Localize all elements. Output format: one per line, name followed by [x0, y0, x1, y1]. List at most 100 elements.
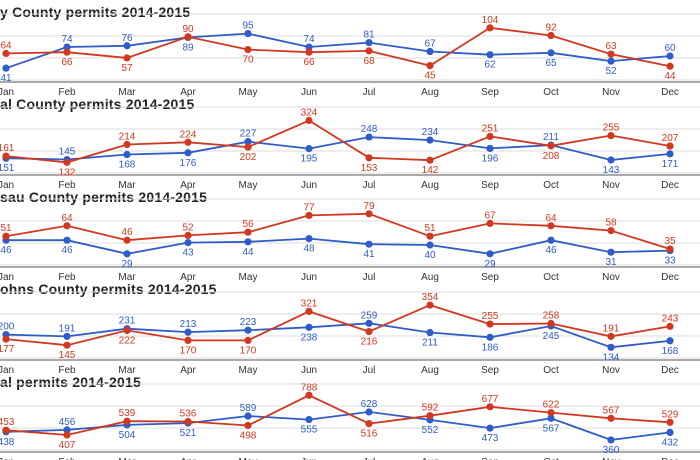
series-line [6, 237, 671, 255]
data-point [123, 150, 131, 159]
data-label: 255 [482, 311, 499, 322]
data-label: 64 [0, 40, 12, 51]
data-point [365, 240, 373, 248]
data-label: 143 [603, 165, 620, 176]
data-label: 46 [545, 245, 557, 256]
data-point [426, 156, 434, 164]
data-label: 407 [59, 440, 76, 451]
data-label: 95 [242, 21, 254, 32]
data-point [184, 33, 192, 41]
data-point [123, 236, 131, 244]
x-tick-label: Oct [543, 87, 559, 98]
data-point [2, 49, 10, 58]
x-tick-label: Feb [58, 457, 76, 460]
x-tick-label: Feb [58, 272, 76, 283]
data-label: 170 [240, 345, 257, 356]
data-label: 555 [301, 425, 318, 436]
x-tick-label: Sep [481, 180, 499, 191]
data-point [666, 337, 674, 345]
data-label: 177 [0, 344, 15, 355]
x-tick-label: Aug [421, 87, 439, 98]
data-label: 56 [242, 219, 254, 230]
data-label: 48 [303, 244, 315, 255]
data-label: 81 [363, 30, 375, 41]
data-label: 66 [61, 57, 73, 68]
data-label: 68 [363, 56, 375, 67]
data-label: 79 [363, 201, 375, 212]
x-tick-label: May [239, 365, 258, 376]
data-point [123, 326, 131, 335]
x-tick-label: Dec [661, 180, 679, 191]
data-label: 153 [361, 163, 378, 174]
data-label: 504 [119, 430, 136, 441]
data-label: 52 [605, 66, 617, 77]
data-label: 321 [301, 298, 318, 309]
data-label: 76 [121, 33, 133, 44]
x-tick-label: Jan [0, 365, 14, 376]
data-point [666, 418, 674, 426]
data-point [2, 426, 10, 434]
data-point [607, 131, 615, 140]
chart-title: sau County permits 2014-2015 [0, 189, 208, 205]
data-point [244, 336, 252, 344]
x-tick-label: Mar [118, 365, 136, 376]
data-point [2, 232, 10, 240]
series-line [5, 136, 671, 161]
data-point [426, 241, 434, 249]
data-point [305, 116, 313, 125]
data-label: 498 [240, 431, 257, 442]
data-label: 170 [180, 345, 197, 356]
data-point [244, 412, 252, 420]
x-tick-label: Dec [661, 457, 679, 460]
data-point [63, 426, 71, 434]
data-label: 44 [664, 71, 676, 82]
data-point [666, 52, 674, 60]
data-label: 51 [424, 223, 436, 234]
data-label: 259 [361, 310, 378, 321]
data-point [123, 42, 131, 50]
x-tick-label: Sep [481, 272, 499, 283]
data-point [123, 417, 131, 425]
data-point [244, 326, 252, 334]
x-tick-label: Dec [661, 87, 679, 98]
data-label: 589 [240, 403, 257, 414]
x-tick-label: Feb [58, 365, 76, 376]
chart-title: al County permits 2014-2015 [0, 96, 195, 112]
data-point [666, 428, 674, 436]
data-point [486, 424, 494, 432]
data-point [666, 62, 674, 70]
data-label: 66 [303, 57, 315, 68]
data-label: 77 [303, 202, 315, 213]
x-tick-label: Jan [0, 457, 14, 460]
data-label: 211 [543, 132, 559, 143]
data-point [607, 332, 615, 340]
data-point [184, 328, 192, 336]
data-label: 196 [482, 153, 499, 164]
data-point [426, 232, 434, 240]
data-point [365, 133, 373, 141]
data-point [365, 327, 373, 336]
data-label: 176 [180, 158, 197, 169]
data-label: 227 [240, 129, 257, 140]
data-label: 211 [422, 338, 438, 349]
data-label: 41 [0, 73, 12, 84]
x-tick-label: Jun [301, 272, 317, 283]
data-label: 29 [484, 259, 496, 270]
data-point [547, 414, 555, 422]
data-label: 234 [422, 127, 439, 138]
data-point [244, 238, 252, 246]
data-point [184, 138, 192, 146]
x-tick-label: Oct [543, 457, 559, 460]
x-tick-label: Jun [301, 180, 317, 191]
data-label: 255 [603, 123, 620, 134]
data-point [63, 222, 71, 230]
data-point [123, 250, 131, 258]
data-label: 134 [603, 352, 620, 363]
data-point [607, 436, 615, 444]
data-label: 788 [301, 382, 318, 393]
data-label: 142 [422, 165, 439, 176]
x-tick-label: Jan [0, 180, 14, 191]
data-label: 360 [603, 445, 620, 456]
data-point [244, 29, 252, 38]
data-point [486, 333, 494, 341]
